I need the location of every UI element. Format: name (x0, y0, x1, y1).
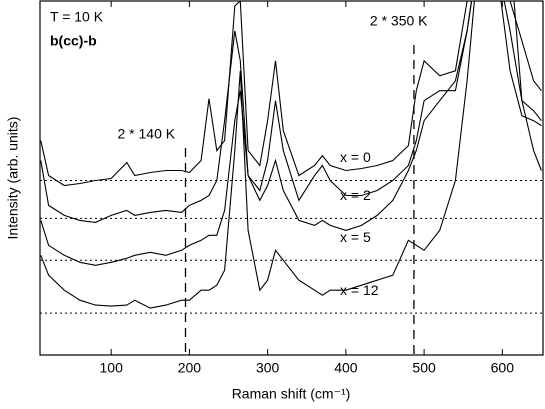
series-label: x = 5 (340, 229, 371, 245)
reference-label: 2 * 140 K (118, 126, 176, 142)
series-label: x = 0 (340, 149, 371, 165)
series-label: x = 2 (340, 187, 371, 203)
series-line (40, 1, 542, 266)
annotation: T = 10 K (50, 9, 104, 25)
y-axis-label: Intensity (arb. units) (5, 117, 21, 240)
plot-frame (39, 0, 544, 356)
x-tick-label: 300 (256, 360, 280, 376)
reference-label: 2 * 350 K (370, 13, 428, 29)
x-tick-label: 600 (491, 360, 515, 376)
series-line (40, 1, 542, 309)
x-tick-label: 200 (178, 360, 202, 376)
series-label: x = 12 (340, 282, 379, 298)
x-tick-label: 500 (412, 360, 436, 376)
x-axis-label: Raman shift (cm⁻¹) (232, 386, 351, 402)
annotation: b(cc)-b (50, 33, 97, 49)
series-line (40, 1, 542, 223)
x-tick-label: 100 (100, 360, 124, 376)
x-tick-label: 400 (334, 360, 358, 376)
series-line (40, 1, 542, 187)
